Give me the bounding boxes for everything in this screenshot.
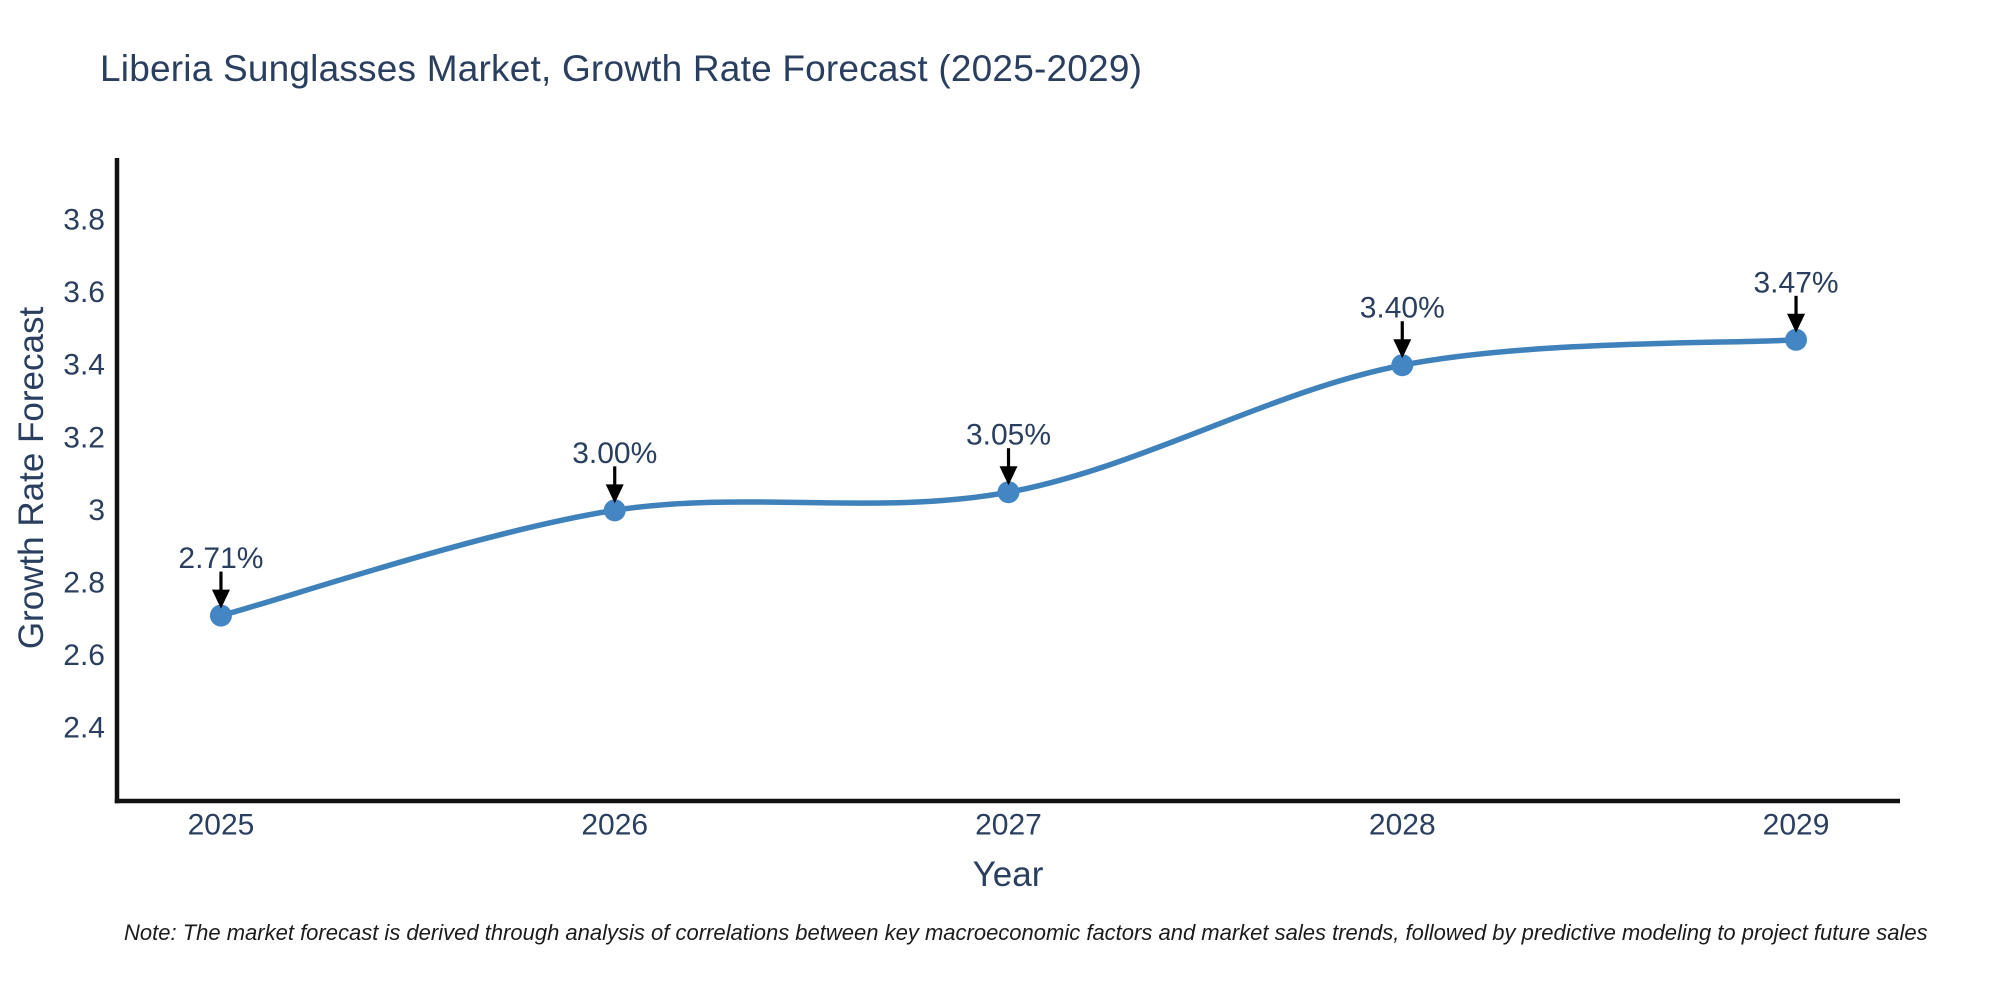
annotation-label: 2.71% <box>178 542 263 575</box>
y-tick-label: 3.8 <box>63 204 105 237</box>
x-tick-label: 2028 <box>1369 809 1436 842</box>
y-tick-label: 3 <box>88 494 105 527</box>
y-tick-label: 2.6 <box>63 639 105 672</box>
data-point-marker <box>603 499 626 522</box>
annotation-label: 3.00% <box>572 437 657 470</box>
chart-title: Liberia Sunglasses Market, Growth Rate F… <box>100 48 1143 89</box>
annotation-label: 3.05% <box>966 419 1051 452</box>
annotation-arrowhead <box>605 484 624 504</box>
annotation-label: 3.40% <box>1360 292 1445 325</box>
annotation-arrowhead <box>1787 313 1806 333</box>
data-point-marker <box>1785 328 1808 351</box>
annotation-arrowhead <box>1393 339 1412 359</box>
data-point-marker <box>209 604 232 627</box>
y-tick-label: 3.2 <box>63 421 105 454</box>
annotation-arrowhead <box>999 466 1018 486</box>
data-point-marker <box>997 481 1020 504</box>
y-tick-label: 3.4 <box>63 349 105 382</box>
x-tick-label: 2027 <box>975 809 1042 842</box>
x-tick-label: 2029 <box>1763 809 1830 842</box>
y-tick-label: 3.6 <box>63 276 105 309</box>
data-point-marker <box>1391 354 1414 377</box>
x-tick-label: 2025 <box>188 809 255 842</box>
annotation-arrowhead <box>211 589 230 609</box>
y-tick-label: 2.8 <box>63 566 105 599</box>
footnote: Note: The market forecast is derived thr… <box>124 920 1928 945</box>
x-axis-title: Year <box>972 855 1044 894</box>
annotation-label: 3.47% <box>1754 266 1839 299</box>
x-tick-label: 2026 <box>581 809 648 842</box>
y-tick-label: 2.4 <box>63 712 105 745</box>
